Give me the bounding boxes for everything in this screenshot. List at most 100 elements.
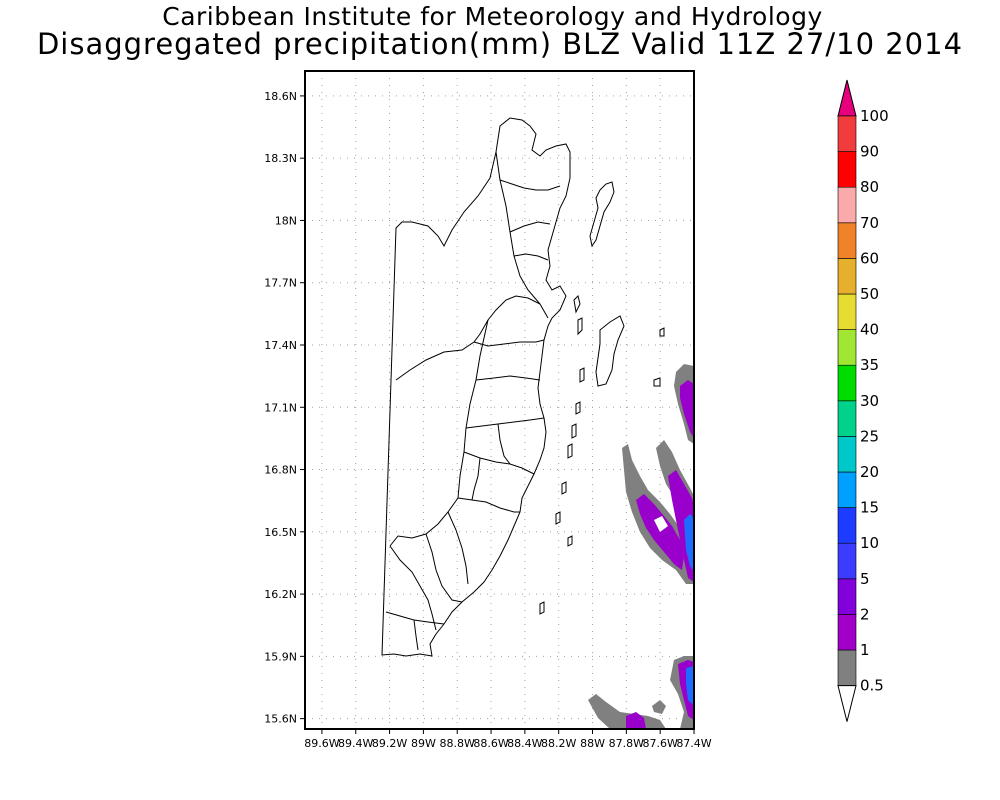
- district-boundary: [457, 497, 520, 513]
- colorbar-segment: [837, 186, 857, 224]
- island-outline: [575, 401, 581, 415]
- island-outline: [577, 317, 583, 336]
- longitude-tick-label: 88.4W: [507, 737, 542, 750]
- latitude-tick-label: 15.9N: [264, 650, 297, 663]
- colorbar-extend-max: [837, 79, 857, 117]
- district-boundary: [389, 545, 437, 631]
- colorbar-level-label: 25: [860, 427, 879, 445]
- latitude-tick-label: 16.5N: [264, 526, 297, 539]
- colorbar-segment: [837, 293, 857, 330]
- longitude-tick-label: 89.6W: [304, 737, 339, 750]
- island-outline: [573, 295, 581, 314]
- island-outline: [555, 511, 561, 525]
- latitude-tick-label: 18N: [275, 214, 297, 227]
- colorbar-level-label: 15: [860, 499, 879, 517]
- precip-area-light: [652, 700, 666, 714]
- district-boundary: [425, 533, 463, 603]
- island-outline: [539, 601, 545, 615]
- district-boundary: [495, 151, 541, 305]
- island-outline: [567, 443, 573, 459]
- district-boundary: [465, 417, 545, 429]
- colorbar-segment: [837, 329, 857, 366]
- precip-area-heavy: [686, 666, 694, 706]
- latitude-tick-label: 17.1N: [264, 401, 297, 414]
- title-institute: Caribbean Institute for Meteorology and …: [162, 2, 823, 31]
- colorbar-segment: [837, 222, 857, 259]
- longitude-tick-label: 89W: [411, 737, 436, 750]
- island-outline: [595, 315, 625, 387]
- longitude-tick-label: 88.2W: [541, 737, 576, 750]
- colorbar-level-label: 1: [860, 641, 870, 659]
- colorbar-segment: [837, 507, 857, 544]
- district-boundary: [389, 319, 489, 547]
- colorbar-extend-min: [837, 685, 857, 722]
- longitude-tick-label: 87.6W: [642, 737, 677, 750]
- latitude-tick-label: 17.7N: [264, 277, 297, 290]
- district-boundary: [509, 221, 551, 233]
- colorbar-level-label: 60: [860, 249, 879, 267]
- colorbar-level-label: 80: [860, 178, 879, 196]
- precip-area-moderate: [626, 712, 646, 729]
- district-boundary: [395, 295, 549, 381]
- colorbar-segment: [837, 614, 857, 651]
- colorbar-level-label: 5: [860, 570, 870, 588]
- colorbar-level-label: 10: [860, 534, 879, 552]
- longitude-tick-label: 88.6W: [473, 737, 508, 750]
- land-outlines: [381, 117, 665, 657]
- longitude-tick-label: 89.4W: [338, 737, 373, 750]
- colorbar-level-label: 30: [860, 392, 879, 410]
- colorbar-segment: [837, 400, 857, 437]
- district-boundary: [413, 619, 419, 651]
- colorbar-level-label: 35: [860, 356, 879, 374]
- colorbar-segment: [837, 471, 857, 508]
- precip-area-light: [654, 516, 668, 532]
- district-boundary: [463, 451, 535, 475]
- precip-area-light: [588, 694, 666, 729]
- latitude-tick-label: 16.2N: [264, 588, 297, 601]
- colorbar-segment: [837, 436, 857, 473]
- latitude-tick-label: 18.6N: [264, 90, 297, 103]
- longitude-tick-label: 89.2W: [372, 737, 407, 750]
- precipitation-field: [588, 364, 694, 729]
- colorbar-level-label: 90: [860, 143, 879, 161]
- latitude-tick-label: 17.4N: [264, 339, 297, 352]
- island-outline: [659, 327, 665, 337]
- latitude-tick-label: 15.6N: [264, 713, 297, 726]
- district-boundary: [499, 179, 561, 191]
- colorbar-segment: [837, 578, 857, 615]
- island-outline: [571, 423, 577, 439]
- district-boundary: [475, 375, 541, 381]
- latitude-tick-label: 16.8N: [264, 464, 297, 477]
- district-boundary: [497, 423, 511, 465]
- colorbar-segment: [837, 115, 857, 152]
- district-boundary: [513, 253, 549, 261]
- colorbar-level-label: 50: [860, 285, 879, 303]
- colorbar-segment: [837, 649, 857, 686]
- precip-area-heavy: [684, 514, 694, 572]
- district-boundary: [447, 511, 469, 585]
- colorbar-level-label: 70: [860, 214, 879, 232]
- district-boundary: [471, 457, 481, 501]
- colorbar-segment: [837, 542, 857, 580]
- colorbar-segment: [837, 258, 857, 295]
- island-outline: [589, 181, 615, 248]
- colorbar-level-label: 2: [860, 605, 870, 623]
- island-outline: [561, 481, 567, 495]
- latitude-tick-label: 18.3N: [264, 152, 297, 165]
- precip-area-moderate: [680, 380, 694, 438]
- island-outline: [567, 535, 573, 547]
- longitude-tick-label: 88W: [580, 737, 605, 750]
- longitude-tick-label: 88.8W: [440, 737, 475, 750]
- island-outline: [579, 367, 585, 383]
- longitude-tick-label: 87.4W: [676, 737, 711, 750]
- longitude-tick-label: 87.8W: [609, 737, 644, 750]
- colorbar-level-label: 40: [860, 321, 879, 339]
- map-frame: [304, 70, 695, 730]
- colorbar-level-label: 100: [860, 107, 889, 125]
- colorbar-level-label: 0.5: [860, 677, 884, 695]
- map-plot-area: [305, 71, 694, 729]
- district-boundary: [473, 339, 545, 347]
